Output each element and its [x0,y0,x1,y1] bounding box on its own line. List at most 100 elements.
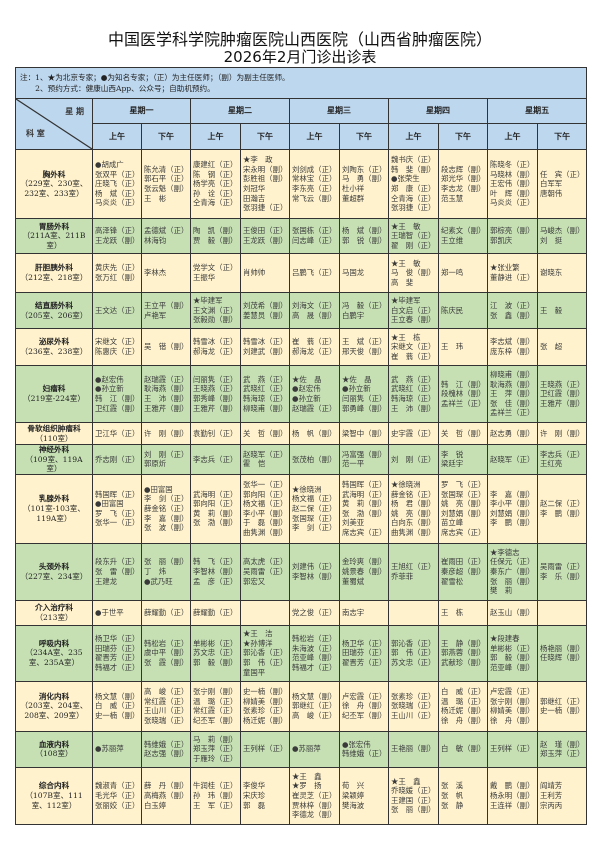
doctor-entry: ★王 鑫 [391,776,421,786]
doctor-entry: 王雅芹（副） [540,398,585,408]
schedule-cell: 吕鹏飞（正） [289,253,340,293]
doctor-entry: 仝青海（正） [391,193,436,203]
doctor-entry: 张万红（副） [95,273,140,282]
doctor-entry: 马炎炎（正） [490,198,535,208]
doctor-entry: 李林杰 [144,268,167,278]
doctor-entry: 杨 帆（副） [292,428,337,438]
schedule-cell: 王立平（副） 卢艳军 [141,292,191,329]
doctor-entry: 张素珍（正） [243,706,288,716]
doctor-entry: 冯富强（副） [342,449,387,459]
schedule-table: 注：1、★为北京专家；●为知名专家；（正）为主任医师；（副）为副主任医师。 2、… [14,67,588,825]
doctor-entry: 张羽捷（正） [391,203,436,213]
schedule-cell: 王 玮 [438,328,488,366]
doctor-entry: 姚 亮（副） [441,499,486,509]
department-row: 头颈外科 （227室、234室） 段东升（正）张 雷（副） 王建龙张 丽（副）丁 炜 ●… [15,542,588,601]
doctor-entry: ●胡成广 [95,160,124,170]
day-header-fri: 星期五 [486,98,588,124]
doctor-entry: 崔 蓊（正） [391,351,436,361]
doctor-entry: 韩维娥（正） [144,739,189,749]
doctor-entry: 翟晋芳（正） [95,653,140,663]
schedule-cell: 单彬彬（正） 苏文忠（正）郭 毅（副） [190,624,241,682]
doctor-entry: 张 渤（副） [342,508,387,518]
doctor-entry: 武晓红（正） [243,384,288,394]
department-row: 肝胆胰外科 （212室、218室） 黄庆先（正） 张万红（副） 李林杰 党学文（正） 王振华… [15,253,588,293]
schedule-cell: 冯富强（副） 范一平 [339,444,389,475]
doctor-entry: 高太虎（正） [243,557,288,567]
doctor-entry: 郭向阳（正） [243,489,288,499]
schedule-cell: 薛耀勤（正） [190,599,241,626]
schedule-cell: 宋继文（正） 陈惠庆（正） [92,328,142,366]
schedule-cell: 韩维娥（正） 赵志强（副） [141,730,191,768]
doctor-entry: 孟祥兰（正） [490,408,535,418]
doctor-entry: 郭向阳（正） [193,499,238,509]
schedule-cell: 刘建伟（正） 李智林（副） [289,542,340,601]
doctor-entry: ★王 洁 [243,629,273,639]
doctor-entry: 韩国晖（正） [95,489,140,499]
schedule-cell: 陈允清（正） 郭石平（正） 张云魁（副）王 彬 [141,149,191,219]
schedule-cell: ★王 栋宋继文（正）崔 蓊（正） [388,328,439,366]
department-name: 综合内科 [38,781,70,791]
department-cell: 消化内科 （203室、204室、208室、209室） [15,680,93,732]
department-rooms: （234A室、235室、235A室） [25,648,83,668]
schedule-cell: 李志斌（副） 庞东梓（副） [487,328,538,366]
doctor-entry: 崔灵芝（正） [292,790,337,800]
doctor-entry: 党之俊（正） [292,607,337,617]
department-rooms: （101室-103室、119A室） [23,503,85,523]
doctor-entry: 李智林（副） [292,571,337,581]
doctor-entry: 刘茂希（副） [243,300,288,310]
doctor-entry: 崔 蓊（正） [292,337,337,347]
schedule-cell: 刘海文（正）高 晟（副） [289,292,340,329]
department-row: 胃肠外科 （211A室、211B室） 高泽锋（正） 王龙跃（副） 孟德斌（正） 林海钧陶 … [15,218,588,254]
department-rooms: （212室、218室） [20,273,88,282]
doctor-entry: 李小平（副） [490,499,535,509]
department-name: 妇瘤科 [42,384,66,394]
doctor-entry: 邢天俊（副） [342,347,387,356]
doctor-entry: 王龙跃（副） [243,236,288,245]
doctor-entry: 张宁刚（副） [193,687,238,697]
doctor-entry: 李 锐 [441,449,464,459]
department-cell: 综合内科 （107B室、111室、112室） [15,766,93,825]
schedule-cell: 武 燕（正） 武晓红（正） 韩海琼（正） 柳晓甫（副） [240,365,290,423]
doctor-entry: 白 威（正） [95,701,140,711]
doctor-entry: 赵瑞霞（正） [144,374,189,384]
doctor-entry: 张华一（正） [243,480,288,489]
doctor-entry: 李 剑（正） [144,494,189,504]
day-header-thu: 星期四 [388,98,488,124]
schedule-cell: 卫江华（正） [92,422,142,445]
doctor-entry: 白军军 [540,179,563,189]
schedule-cell: 杨卫华（正） 田瑞芬（正） 翟晋芳（正） [339,624,389,682]
doctor-entry: 曲隽渊（副） [391,527,436,537]
doctor-entry: 任 宾（正） [540,169,585,179]
schedule-cell: 荀 兴梁颖婷 樊海波 [339,766,389,825]
doctor-entry: 王建国（正） [391,795,436,805]
schedule-cell: ★王 敏王瑞智（正）翟 刚（正） [388,218,439,254]
schedule-cell: 史宇霞（正） [388,422,439,445]
schedule-cell: 张茂柏（副） [289,444,340,475]
department-row: 综合内科 （107B室、111室、112室） 魏淑青（正） 毛光华（正） 张丽姣（正）薛… [15,766,588,825]
doctor-entry: 席志宾（正） [441,527,486,537]
doctor-entry: 耿海燕（副） [490,379,535,389]
doctor-entry: 樊海波 [342,800,365,810]
doctor-entry: 郭石平（正） [144,174,189,184]
schedule-cell: 刘茂希（副） 姜慧员（副） [240,292,290,329]
doctor-entry: 高 峻（正） [292,711,337,721]
doctor-entry: 卢艳军 [144,310,167,320]
doctor-entry: 李智林（副） [193,566,238,576]
department-rooms: （213室） [35,612,73,622]
doctor-entry: 杨文慧（副） [95,691,140,701]
doctor-entry: 丁 炜 [144,566,167,576]
schedule-cell: 赵志勇（副） [487,422,538,445]
doctor-entry: 白鹏宇 [342,310,365,320]
doctor-entry: 薛耀勤（正） [193,607,238,617]
department-row: 消化内科 （203室、204室、208室、209室） 杨文慧（副）白 威（正） 史一楠… [15,680,588,732]
doctor-entry: 卢宏霞（正） [490,687,535,697]
doctor-entry: ★李 政 [243,155,273,165]
doctor-entry: 郑玉萍（正） [193,744,238,754]
doctor-entry: 王宏伟（副） [490,179,535,189]
doctor-entry: 唐朝伟 [540,188,563,198]
doctor-entry: 郭 伟（正） [243,658,288,668]
department-rooms: （236室、238室） [20,347,88,356]
schedule-cell: ★佐 晶 ●赵宏伟 ●孙立新 赵瑞霞（正） [289,365,340,423]
doctor-entry: ★张业繁 [490,263,520,273]
doctor-entry: 郭 伟（正） [391,648,436,658]
